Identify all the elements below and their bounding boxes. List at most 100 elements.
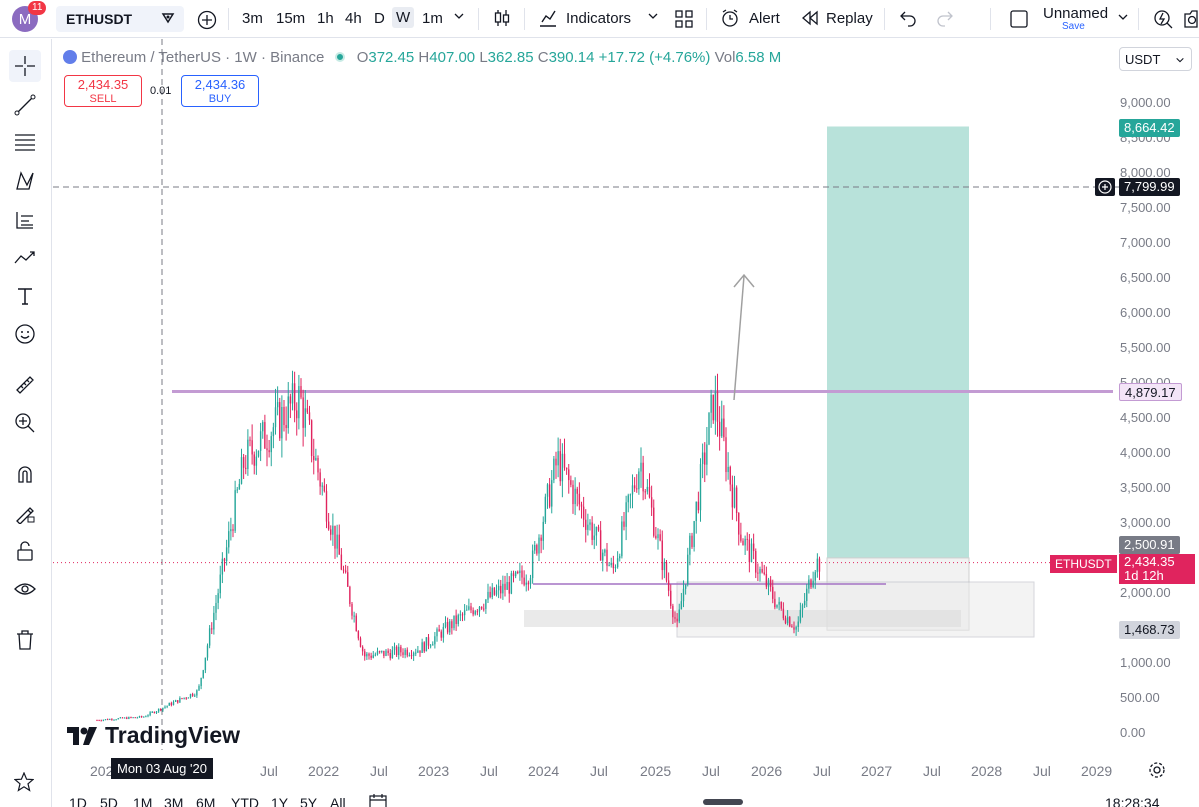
range-button[interactable]: 1D [69,795,87,807]
text-tool-icon[interactable] [9,280,41,312]
time-axis-label: 2022 [308,763,340,779]
candle [419,650,421,653]
range-button[interactable]: 5Y [300,795,318,807]
candle [306,408,309,413]
candle [236,489,238,491]
clock[interactable]: 18:28:34 UTC+5:30 [1105,795,1160,807]
star-icon[interactable] [13,771,35,798]
rewind-icon[interactable] [801,10,819,30]
range-button[interactable]: 6M [196,795,216,807]
trend-line-icon[interactable] [9,89,41,121]
range-button[interactable]: YTD [231,795,259,807]
candle [746,538,748,540]
templates-icon[interactable] [674,9,694,33]
candle [400,646,402,653]
emoji-icon[interactable] [9,318,41,350]
currency-select[interactable]: USDT [1119,47,1192,71]
chart-scroll-handle[interactable] [703,799,743,805]
symbol-search-button[interactable]: ETHUSDT [56,6,184,32]
candle [274,407,277,428]
chart-legend: Ethereum / TetherUS · 1W · Binance O372.… [63,49,781,66]
candle [591,522,593,540]
buy-button[interactable]: 2,434.36 BUY [181,75,259,107]
candle [682,588,685,602]
zoom-in-icon[interactable] [9,407,41,439]
target-zone[interactable] [827,126,969,558]
alarm-clock-icon[interactable] [720,8,740,32]
brush-icon[interactable] [9,242,41,274]
price-axis-label: 8,000.00 [1120,165,1171,180]
calendar-icon[interactable] [369,793,387,807]
interval-1h[interactable]: 1h [317,10,334,27]
candle [514,571,517,577]
layout-name[interactable]: Unnamed [1043,5,1109,22]
camera-icon[interactable] [1183,8,1199,34]
candle [525,582,527,585]
candle [325,491,328,522]
range-button[interactable]: 3M [164,795,184,807]
trash-icon[interactable] [9,624,41,656]
candle [106,719,109,721]
fib-retracement-icon[interactable] [9,127,41,159]
candle [128,717,130,719]
stop-price-tag: 1,468.73 [1119,621,1180,639]
indicators-icon[interactable] [538,8,558,32]
high-value: 407.00 [429,49,476,66]
undo-icon[interactable] [899,9,917,31]
chart-pane[interactable] [53,39,1199,789]
sell-button[interactable]: 2,434.35 SELL [64,75,142,107]
quick-search-icon[interactable] [1152,8,1174,34]
consolidation-box[interactable] [676,581,1035,638]
close-value: 390.14 [548,49,595,66]
interval-1m[interactable]: 1m [422,10,443,27]
candle [100,720,102,722]
time-axis-label: 2028 [971,763,1003,779]
add-symbol-icon[interactable] [197,10,217,34]
unlock-icon[interactable] [9,535,41,567]
interval-3m[interactable]: 3m [242,10,263,27]
interval-w[interactable]: W [392,7,415,28]
crosshair-icon[interactable] [9,50,41,82]
candle [534,545,536,551]
candle [657,534,659,539]
support-zone[interactable] [524,610,961,627]
chevron-down-icon[interactable] [647,9,659,26]
pattern-icon[interactable] [9,165,41,197]
chevron-down-icon[interactable] [1117,10,1129,27]
divider [1138,8,1139,30]
add-alert-icon[interactable] [1095,178,1115,196]
brand-name: TradingView [105,722,241,748]
legend-title[interactable]: Ethereum / TetherUS · 1W · Binance [81,49,325,66]
ruler-icon[interactable] [9,369,41,401]
redo-icon[interactable] [936,9,954,31]
lock-drawing-icon[interactable] [9,497,41,529]
alert-button[interactable]: Alert [749,10,780,27]
chevron-down-icon[interactable] [453,9,465,26]
replay-button[interactable]: Replay [826,10,873,27]
candle [364,651,366,657]
range-button[interactable]: 1Y [271,795,289,807]
range-button[interactable]: 1M [133,795,153,807]
bar-countdown: 1d 12h [1124,568,1164,583]
price-axis-label: 4,500.00 [1120,410,1171,425]
save-label[interactable]: Save [1062,21,1085,32]
layout-checkbox-icon[interactable] [1009,9,1029,33]
candle [319,472,321,487]
forecast-icon[interactable] [9,204,41,236]
candle [812,580,814,588]
price-chart[interactable] [53,39,1199,789]
interval-4h[interactable]: 4h [345,10,362,27]
magnet-icon[interactable] [9,459,41,491]
indicators-button[interactable]: Indicators [566,10,632,27]
candle [493,587,496,595]
range-button[interactable]: 5D [100,795,118,807]
candles-icon[interactable] [492,8,512,32]
range-button[interactable]: All [330,795,346,807]
interval-d[interactable]: D [374,10,385,27]
interval-15m[interactable]: 15m [276,10,306,27]
axis-settings-gear-icon[interactable] [1148,761,1166,784]
eye-icon[interactable] [9,573,41,605]
projection-arrow[interactable] [733,275,745,401]
candle [759,568,761,574]
candle [593,535,595,540]
